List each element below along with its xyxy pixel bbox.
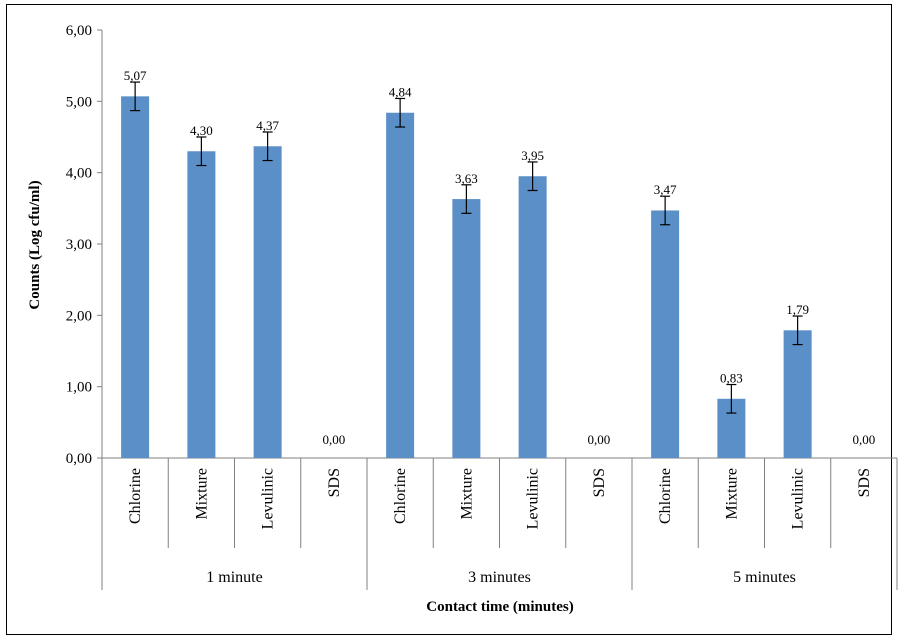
bar-value-label: 3,95	[521, 148, 544, 163]
y-tick-label: 2,00	[66, 308, 92, 324]
y-tick-label: 6,00	[66, 23, 92, 39]
y-tick-label: 5,00	[66, 94, 92, 110]
bar-value-label: 0,00	[323, 432, 346, 447]
bar-levulinic	[253, 146, 282, 459]
category-label: Chlorine	[392, 468, 409, 524]
bar-levulinic	[783, 330, 812, 458]
category-label: Levulinic	[260, 468, 277, 529]
bar-value-label: 5,07	[124, 68, 147, 83]
group-label: 1 minute	[206, 569, 262, 586]
category-label: SDS	[326, 468, 343, 497]
category-label: Mixture	[458, 468, 475, 520]
bar-value-label: 3,63	[455, 171, 478, 186]
y-tick-label: 1,00	[66, 380, 92, 396]
y-tick-label: 0,00	[66, 451, 92, 467]
y-tick-label: 4,00	[66, 166, 92, 182]
bar-value-label: 3,47	[654, 182, 677, 197]
bar-value-label: 4,37	[256, 118, 279, 133]
category-label: Chlorine	[657, 468, 674, 524]
category-label: Levulinic	[790, 468, 807, 529]
chart-frame	[6, 4, 892, 635]
category-label: SDS	[856, 468, 873, 497]
bar-chlorine	[651, 210, 680, 458]
bar-value-label: 0,00	[853, 432, 876, 447]
category-label: Mixture	[193, 468, 210, 520]
bar-chlorine	[121, 96, 150, 458]
bar-chlorine	[386, 112, 415, 458]
y-tick-label: 3,00	[66, 237, 92, 253]
bar-value-label: 1,79	[786, 302, 809, 317]
x-axis-title: Contact time (minutes)	[426, 599, 573, 615]
category-label: Chlorine	[127, 468, 144, 524]
bar-value-label: 4,84	[389, 84, 412, 99]
bar-mixture	[187, 151, 216, 458]
y-axis-title: Counts (Log cfu/ml)	[27, 180, 43, 309]
group-label: 3 minutes	[468, 569, 531, 586]
bar-levulinic	[518, 176, 547, 458]
category-label: SDS	[591, 468, 608, 497]
bar-value-label: 4,30	[190, 123, 213, 138]
category-label: Mixture	[723, 468, 740, 520]
bar-value-label: 0,00	[588, 432, 611, 447]
bar-value-label: 0,83	[720, 371, 743, 386]
bar-mixture	[452, 199, 481, 458]
category-label: Levulinic	[525, 468, 542, 529]
group-label: 5 minutes	[733, 569, 796, 586]
